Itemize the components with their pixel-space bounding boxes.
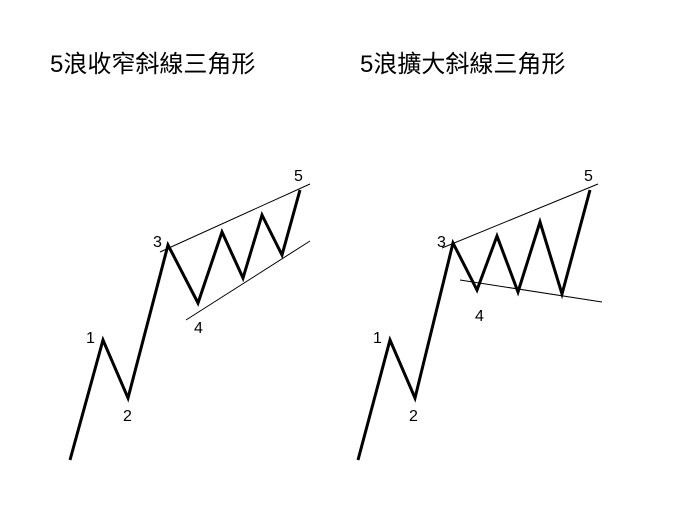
right-guide-upper bbox=[442, 184, 598, 248]
diagram-canvas: 5浪收窄斜線三角形 5浪擴大斜線三角形 1 2 3 4 5 1 2 3 4 5 bbox=[0, 0, 690, 518]
diagram-svg bbox=[0, 0, 690, 518]
left-label-3: 3 bbox=[153, 234, 162, 252]
left-label-2: 2 bbox=[123, 408, 132, 426]
right-label-5: 5 bbox=[584, 168, 593, 186]
right-label-1: 1 bbox=[373, 330, 382, 348]
left-wave-group bbox=[70, 184, 310, 460]
left-label-1: 1 bbox=[86, 330, 95, 348]
right-guide-lower bbox=[460, 280, 602, 302]
right-label-2: 2 bbox=[409, 408, 418, 426]
left-wave-thick-line bbox=[70, 190, 300, 460]
right-label-4: 4 bbox=[475, 308, 484, 326]
left-label-5: 5 bbox=[294, 168, 303, 186]
left-label-4: 4 bbox=[194, 320, 203, 338]
left-guide-upper bbox=[160, 184, 310, 252]
right-wave-thick-line bbox=[358, 190, 590, 460]
right-label-3: 3 bbox=[437, 234, 446, 252]
